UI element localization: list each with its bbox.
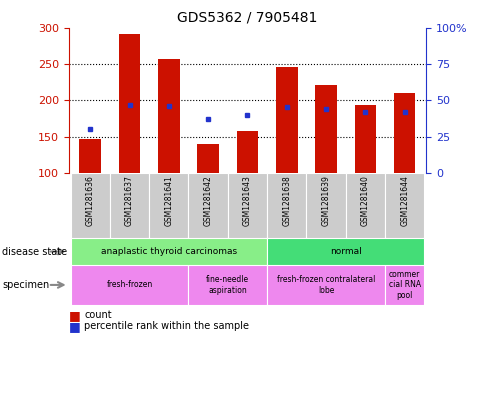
Text: percentile rank within the sample: percentile rank within the sample (84, 321, 249, 331)
Bar (237, 132, 258, 173)
Text: GSM1281637: GSM1281637 (125, 175, 134, 226)
Text: GSM1281643: GSM1281643 (243, 175, 252, 226)
Bar (79, 140, 101, 173)
Text: specimen: specimen (2, 280, 49, 290)
Title: GDS5362 / 7905481: GDS5362 / 7905481 (177, 11, 318, 25)
Text: count: count (84, 310, 112, 320)
Bar (71, 238, 267, 265)
Text: ■: ■ (69, 309, 80, 322)
Bar (228, 173, 267, 238)
Bar (306, 173, 346, 238)
Text: fine-needle
aspiration: fine-needle aspiration (206, 275, 249, 295)
Bar (315, 85, 337, 173)
Text: commer
cial RNA
pool: commer cial RNA pool (389, 270, 421, 300)
Text: GSM1281639: GSM1281639 (321, 175, 331, 226)
Text: fresh-frozen: fresh-frozen (106, 281, 153, 289)
Bar (385, 173, 424, 238)
Bar (110, 173, 149, 238)
Text: GSM1281644: GSM1281644 (400, 175, 409, 226)
Bar (71, 265, 189, 305)
Bar (346, 173, 385, 238)
Bar (394, 93, 416, 173)
Bar (197, 144, 219, 173)
Bar (355, 105, 376, 173)
Text: GSM1281642: GSM1281642 (204, 175, 213, 226)
Bar (119, 34, 140, 173)
Bar (267, 265, 385, 305)
Bar (385, 265, 424, 305)
Bar (71, 173, 110, 238)
Text: disease state: disease state (2, 246, 68, 257)
Text: GSM1281641: GSM1281641 (164, 175, 173, 226)
Bar (189, 173, 228, 238)
Bar (276, 68, 297, 173)
Bar (158, 59, 180, 173)
Bar (267, 238, 424, 265)
Text: ■: ■ (69, 320, 80, 333)
Bar (189, 265, 267, 305)
Text: normal: normal (330, 247, 362, 256)
Bar (149, 173, 189, 238)
Text: fresh-frozen contralateral
lobe: fresh-frozen contralateral lobe (277, 275, 375, 295)
Bar (267, 173, 306, 238)
Text: GSM1281638: GSM1281638 (282, 175, 291, 226)
Text: anaplastic thyroid carcinomas: anaplastic thyroid carcinomas (101, 247, 237, 256)
Text: GSM1281640: GSM1281640 (361, 175, 370, 226)
Text: GSM1281636: GSM1281636 (86, 175, 95, 226)
